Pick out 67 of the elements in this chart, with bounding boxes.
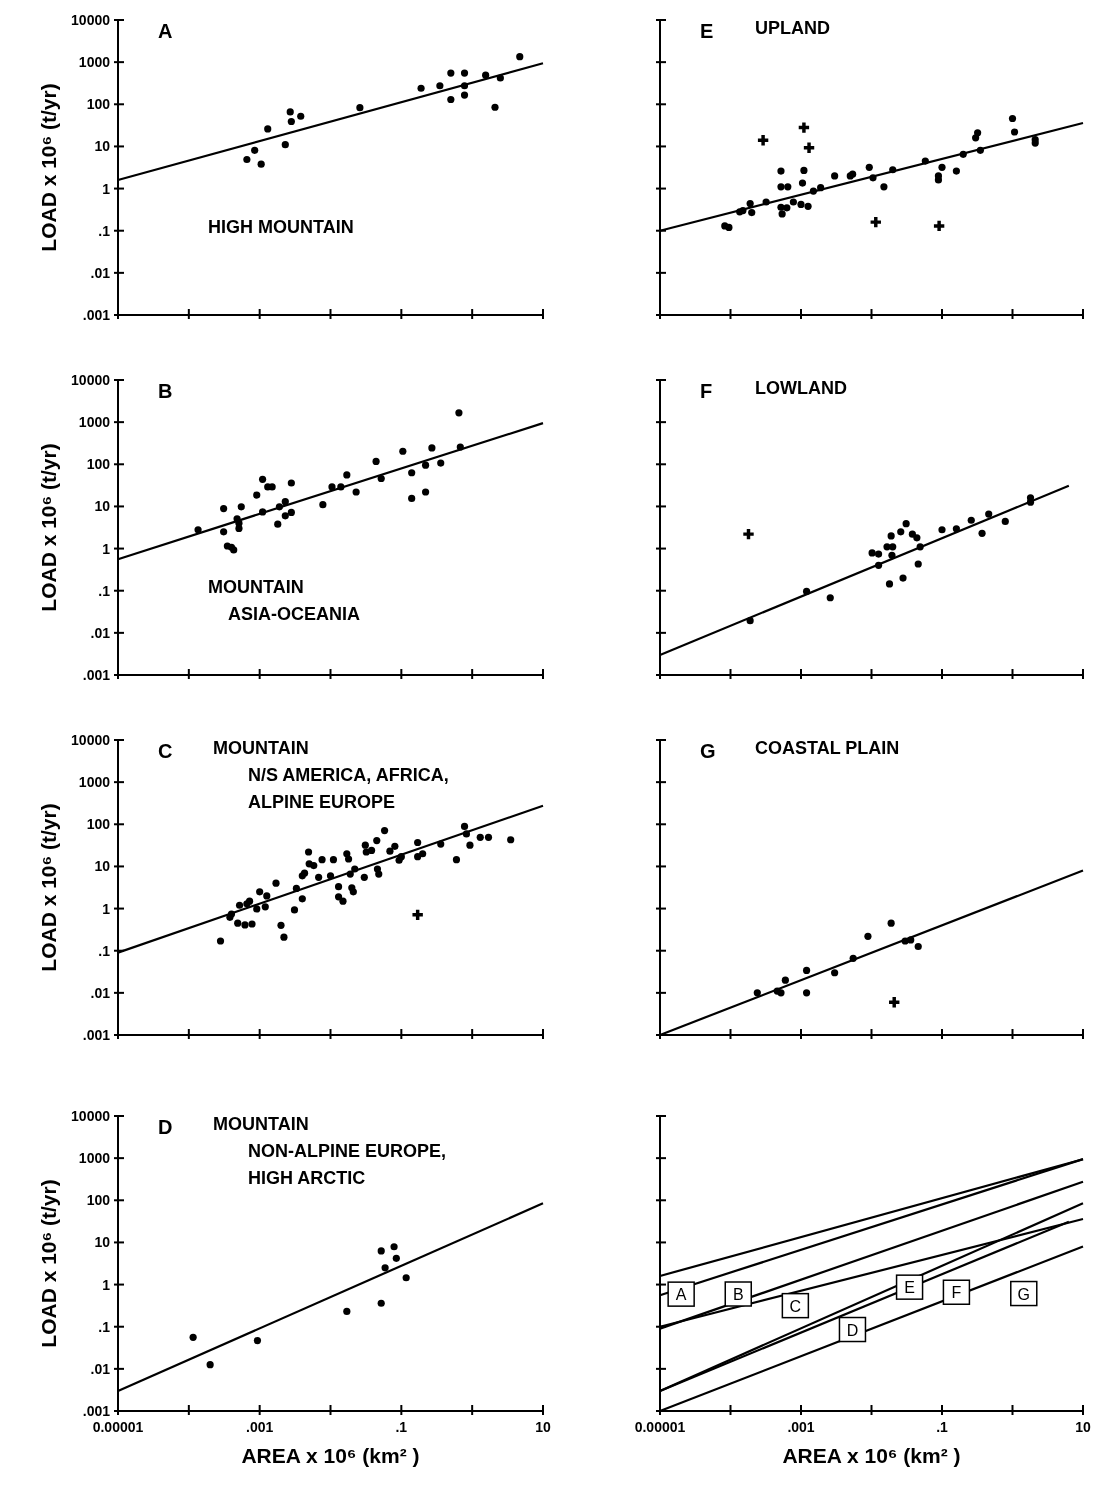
y-axis-title: LOAD x 10⁶ (t/yr): [37, 1179, 60, 1348]
x-tick-label: 10: [1075, 1419, 1091, 1435]
x-axis-title: AREA x 10⁶ (km² ): [241, 1444, 420, 1467]
y-tick-label: 1000: [78, 1150, 111, 1167]
x-tick-label: 10: [535, 1419, 551, 1435]
x-tick-label: .1: [395, 1419, 408, 1435]
y-tick-label: .01: [90, 1360, 111, 1377]
text: MOUNTAIN NON-ALPINE EUROPE, HIGH ARCTIC: [213, 1114, 447, 1188]
series-label: B: [732, 1286, 744, 1303]
y-tick-label: .1: [98, 942, 111, 959]
y-axis-title: LOAD x 10⁶ (t/yr): [37, 803, 60, 972]
y-tick-label: .001: [82, 667, 111, 683]
y-tick-label: .001: [82, 1403, 111, 1419]
x-tick-label: .001: [787, 1419, 815, 1435]
x-tick-label: 0.00001: [92, 1419, 144, 1435]
y-tick-label: 10: [94, 1234, 111, 1251]
y-axis-title: LOAD x 10⁶ (t/yr): [37, 443, 60, 612]
y-tick-label: 1000: [78, 774, 111, 791]
chart-subtitle: UPLAND: [755, 18, 830, 38]
series-label: F: [951, 1284, 962, 1302]
series-label: C: [789, 1297, 802, 1315]
y-tick-label: .01: [90, 624, 111, 641]
y-tick-label: .001: [82, 1027, 111, 1043]
chart-subtitle: COASTAL PLAIN: [755, 738, 900, 758]
y-tick-label: 100: [86, 456, 111, 473]
y-tick-label: 10: [94, 858, 111, 875]
y-tick-label: .1: [98, 1318, 111, 1335]
chart-title: A: [158, 20, 173, 42]
chart-title: C: [158, 740, 173, 762]
y-tick-label: .1: [98, 582, 111, 599]
x-tick-label: .1: [936, 1419, 949, 1435]
y-tick-label: 100: [86, 1192, 111, 1209]
series-label: A: [675, 1286, 687, 1304]
y-tick-label: .01: [90, 984, 111, 1001]
y-tick-label: .1: [98, 222, 111, 239]
chart-title: E: [700, 20, 714, 42]
y-tick-label: 1: [102, 180, 111, 197]
y-tick-label: 1: [102, 1276, 111, 1293]
series-label: E: [904, 1279, 915, 1297]
text: HIGH MOUNTAIN: [208, 217, 354, 237]
text: MOUNTAIN ASIA-OCEANIA: [208, 577, 361, 624]
y-tick-label: .001: [82, 307, 111, 323]
y-tick-label: 10000: [71, 372, 111, 388]
series-label: D: [846, 1321, 859, 1339]
y-tick-label: 1: [102, 900, 111, 917]
y-tick-label: 10000: [71, 1108, 111, 1124]
y-tick-label: 10: [94, 498, 111, 515]
chart-subtitle: LOWLAND: [755, 378, 847, 398]
y-tick-label: .01: [90, 264, 111, 281]
y-tick-label: 1000: [78, 54, 111, 71]
chart-title: G: [700, 740, 716, 762]
x-axis-title: AREA x 10⁶ (km² ): [782, 1444, 961, 1467]
chart-title: D: [158, 1116, 173, 1138]
chart-title: B: [158, 380, 173, 402]
x-tick-label: .001: [246, 1419, 274, 1435]
y-tick-label: 10: [94, 138, 111, 155]
y-tick-label: 100: [86, 816, 111, 833]
y-tick-label: 10000: [71, 732, 111, 748]
y-tick-label: 1: [102, 540, 111, 557]
y-axis-title: LOAD x 10⁶ (t/yr): [37, 83, 60, 252]
x-tick-label: 0.00001: [634, 1419, 686, 1435]
text: MOUNTAIN N/S AMERICA, AFRICA, ALPINE EUROPE: [213, 738, 449, 812]
chart-title: F: [700, 380, 713, 402]
y-tick-label: 10000: [71, 12, 111, 28]
y-tick-label: 1000: [78, 414, 111, 431]
series-label: G: [1017, 1285, 1031, 1303]
y-tick-label: 100: [86, 96, 111, 113]
